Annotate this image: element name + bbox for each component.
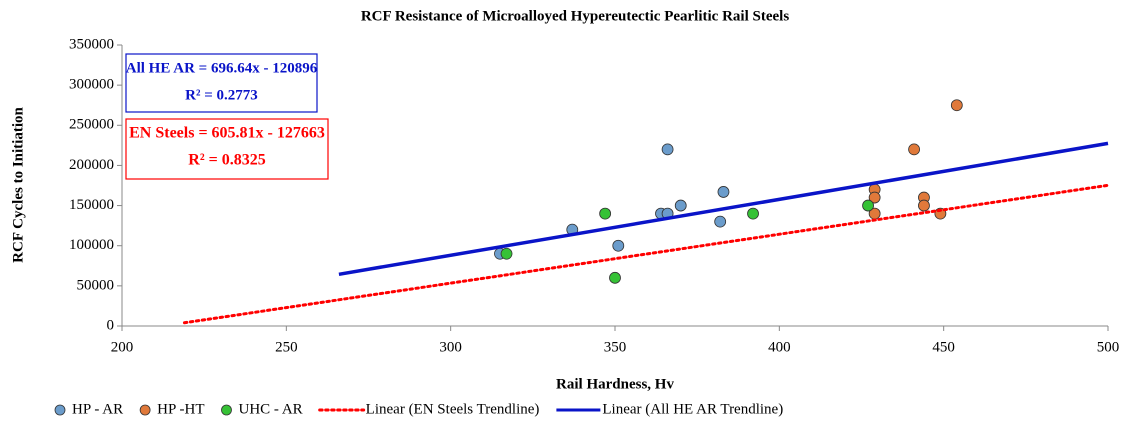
legend-marker [54,404,66,416]
trendline [338,141,1109,277]
y-tick-label: 300000 [69,77,114,93]
data-point [612,239,625,252]
legend-marker [139,404,151,416]
data-point [918,199,930,212]
data-point [674,199,687,212]
legend-label: HP -HT [157,401,204,417]
data-point [868,191,881,204]
data-point [714,215,727,228]
equation-text: R² = 0.8325 [188,152,265,169]
equation-box [125,53,318,113]
y-tick-label: 150000 [69,197,114,213]
equation-text: R² = 0.2773 [185,87,258,103]
x-axis-label: Rail Hardness, Hv [556,376,674,392]
y-tick-label: 200000 [69,157,114,173]
trendline [182,183,1110,325]
legend-label: Linear (EN Steels Trendline) [366,401,540,417]
x-tick-label: 200 [111,339,134,355]
data-point [747,207,759,220]
legend-label: HP - AR [72,401,123,417]
x-tick-label: 300 [439,339,462,355]
equation-text: All HE AR = 696.64x - 120896 [126,60,318,76]
x-tick-label: 450 [932,339,955,355]
data-point [717,186,730,198]
x-tick-label: 350 [604,339,627,355]
x-tick-label: 500 [1097,339,1120,355]
y-tick-label: 50000 [77,277,115,293]
chart-title: RCF Resistance of Microalloyed Hypereute… [361,8,790,24]
legend-label: Linear (All HE AR Trendline) [602,401,783,417]
y-tick-label: 100000 [69,237,114,253]
legend-label: UHC - AR [238,401,302,417]
data-point [661,143,674,156]
y-tick-label: 250000 [69,117,114,133]
x-tick-label: 400 [768,339,791,355]
data-point [862,199,874,212]
y-tick-label: 350000 [69,36,114,52]
y-axis-label: RCF Cycles to Initiation [10,107,26,263]
y-tick-label: 0 [107,317,115,333]
data-point [609,271,621,284]
x-tick-label: 250 [275,339,298,355]
data-point [599,207,612,220]
data-point [908,143,920,156]
data-point [950,99,963,112]
data-point [500,247,513,260]
legend-marker [221,404,232,416]
equation-box [125,118,329,180]
equation-text: EN Steels = 605.81x - 127663 [129,125,325,142]
